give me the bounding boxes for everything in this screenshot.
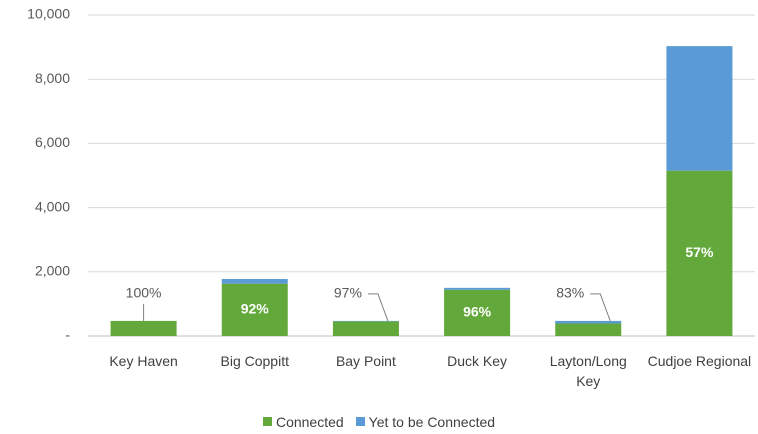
y-tick-label: 4,000 (35, 198, 70, 214)
bar-label: 92% (241, 301, 270, 317)
bar-segment (221, 279, 288, 284)
y-tick-label: - (65, 327, 70, 343)
x-tick-label: Layton/Long Key (549, 353, 627, 389)
legend-swatch (355, 417, 365, 426)
bar-segment (555, 323, 622, 336)
y-tick-label: 10,000 (27, 6, 70, 22)
bar-label: 100% (126, 285, 162, 301)
bar-segment (666, 170, 733, 336)
x-tick-label: Bay Point (335, 353, 396, 369)
legend-item: Yet to be Connected (355, 414, 496, 430)
legend-label: Yet to be Connected (368, 414, 496, 430)
x-tick-label: Big Coppitt (220, 353, 289, 369)
x-tick-label: Cudjoe Regional (647, 353, 752, 369)
bar-segment (666, 46, 733, 171)
bar-label: 57% (685, 244, 714, 260)
legend-item: Connected (262, 414, 344, 430)
legend-label: Connected (275, 414, 344, 430)
leader-line (367, 293, 389, 322)
y-tick-label: 8,000 (35, 70, 70, 86)
bar-segment (110, 320, 177, 336)
bar-segment (555, 320, 622, 324)
bar-segment (444, 287, 511, 290)
bar-label: 96% (463, 304, 492, 320)
leader-line (590, 293, 611, 322)
y-tick-label: 2,000 (35, 263, 70, 279)
y-tick-label: 6,000 (35, 134, 70, 150)
bar-label: 97% (334, 285, 362, 301)
legend-swatch (262, 417, 272, 426)
bar-segment (444, 289, 511, 336)
x-tick-label: Key Haven (109, 353, 178, 369)
bar-label: 83% (556, 285, 584, 301)
legend: Connected Yet to be Connected (0, 414, 758, 430)
bar-segment (221, 283, 288, 336)
x-tick-label: Duck Key (447, 353, 508, 369)
bar-segment (332, 321, 399, 336)
